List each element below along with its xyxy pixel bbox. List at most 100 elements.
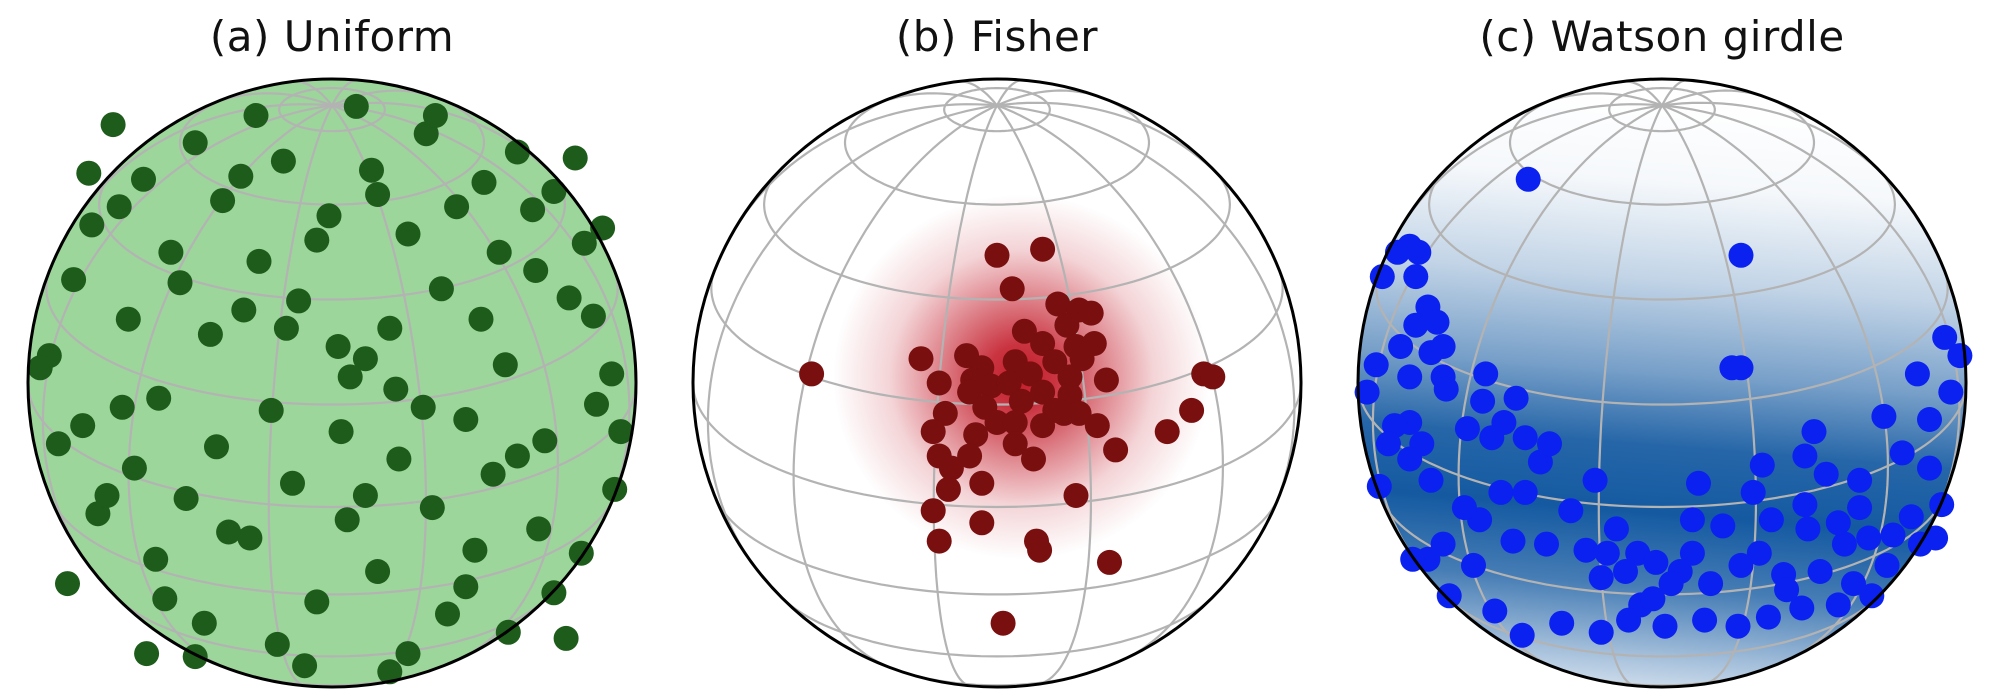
data-points — [27, 93, 634, 685]
data-point — [158, 239, 184, 265]
data-point — [1030, 379, 1056, 405]
data-point — [264, 631, 290, 657]
data-point — [1874, 552, 1900, 578]
data-point — [359, 157, 384, 183]
latitude-line — [714, 497, 1280, 596]
data-point — [1792, 492, 1818, 518]
data-point — [191, 610, 217, 636]
data-points — [799, 236, 1226, 636]
data-point — [556, 285, 582, 311]
sphere-outline — [691, 77, 1303, 689]
data-point — [1008, 388, 1034, 414]
data-point — [471, 169, 497, 195]
data-point — [1813, 461, 1839, 487]
meridian-line — [331, 104, 560, 661]
data-point — [1755, 604, 1781, 630]
data-point — [1640, 586, 1666, 612]
data-point — [134, 641, 160, 667]
data-point — [258, 397, 284, 423]
data-point — [228, 163, 254, 189]
data-point — [1746, 540, 1772, 566]
data-point — [1795, 516, 1821, 542]
panel-title-watson: (c) Watson girdle — [1479, 12, 1845, 61]
data-point — [377, 659, 403, 685]
data-point — [237, 525, 263, 551]
data-point — [1097, 549, 1122, 575]
panel-title-fisher: (b) Fisher — [895, 12, 1099, 61]
data-point — [1692, 607, 1718, 633]
data-point — [1509, 622, 1535, 648]
data-point — [523, 258, 549, 283]
data-point — [480, 461, 506, 487]
data-point — [304, 589, 330, 615]
data-point — [1947, 343, 1973, 369]
data-point — [1831, 531, 1857, 557]
data-point — [1011, 318, 1037, 344]
data-point — [608, 419, 634, 445]
data-point — [1473, 361, 1499, 387]
data-point — [938, 455, 964, 481]
data-point — [1002, 431, 1028, 457]
data-point — [932, 400, 958, 426]
sphere-outline — [1356, 77, 1968, 689]
meridian-line — [996, 104, 1296, 520]
data-point — [1027, 537, 1053, 563]
data-point — [1789, 595, 1815, 621]
panel-uniform: (a) Uniform — [0, 0, 664, 700]
data-point — [343, 93, 369, 119]
data-point — [1558, 498, 1584, 524]
data-point — [1582, 467, 1608, 493]
data-point — [1154, 419, 1180, 445]
data-point — [352, 346, 378, 372]
data-point — [146, 385, 172, 411]
latitude-line — [843, 94, 1151, 206]
data-point — [231, 297, 257, 323]
latitude-line — [49, 497, 615, 596]
data-point — [383, 376, 409, 402]
globe-watson — [1354, 77, 1973, 689]
data-point — [1503, 385, 1529, 411]
data-point — [304, 227, 330, 253]
data-point — [1054, 312, 1080, 338]
data-point — [504, 443, 530, 469]
globe-uniform — [26, 77, 638, 689]
globe-fisher — [691, 77, 1303, 689]
data-point — [395, 641, 421, 667]
data-point — [1904, 361, 1930, 387]
data-point — [210, 188, 236, 214]
data-point — [1424, 309, 1450, 335]
data-point — [532, 428, 558, 454]
data-point — [386, 446, 412, 472]
data-point — [1923, 525, 1949, 551]
data-point — [1725, 613, 1751, 639]
data-point — [334, 507, 360, 533]
data-point — [1030, 236, 1056, 262]
data-point — [1537, 431, 1562, 457]
data-point — [1588, 619, 1614, 645]
data-point — [599, 361, 625, 387]
data-point — [419, 495, 445, 521]
data-point — [1616, 607, 1642, 633]
data-point — [422, 103, 448, 128]
data-point — [1451, 495, 1477, 521]
latitude-line — [710, 271, 1284, 406]
data-point — [1889, 440, 1915, 466]
data-point — [115, 306, 141, 332]
data-point — [1461, 552, 1486, 578]
data-point — [1042, 349, 1068, 375]
data-point — [1512, 425, 1538, 451]
data-point — [1418, 467, 1444, 493]
data-point — [204, 434, 229, 460]
data-point — [76, 160, 102, 186]
data-point — [1069, 346, 1095, 372]
data-point — [316, 203, 342, 229]
data-point — [182, 130, 208, 156]
data-point — [1406, 239, 1432, 265]
data-point — [1825, 592, 1851, 618]
data-point — [562, 145, 588, 171]
data-point — [1698, 571, 1724, 597]
data-point — [1512, 479, 1538, 505]
data-point — [926, 528, 952, 554]
data-point — [1388, 334, 1414, 359]
data-point — [1093, 367, 1119, 393]
